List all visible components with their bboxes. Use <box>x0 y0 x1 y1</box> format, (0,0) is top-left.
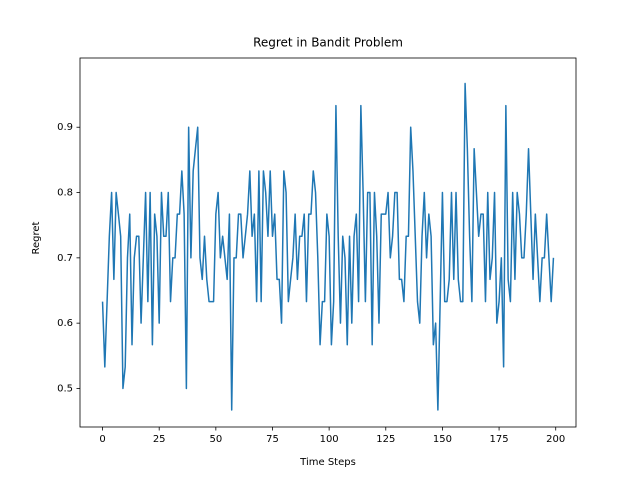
y-tick-label: 0.5 <box>57 383 73 394</box>
x-tick-label: 0 <box>99 434 105 445</box>
y-tick-label: 0.8 <box>57 188 73 199</box>
x-tick-label: 175 <box>490 434 509 445</box>
y-axis-label: Regret <box>31 221 42 254</box>
plot-frame <box>79 57 577 428</box>
data-line <box>101 82 555 411</box>
chart-title: Regret in Bandit Problem <box>253 36 403 50</box>
x-tick-label: 50 <box>209 434 222 445</box>
y-tick-label: 0.7 <box>57 253 73 264</box>
y-tick-label: 0.9 <box>57 122 73 133</box>
x-axis-label: Time Steps <box>299 457 356 468</box>
y-tick-label: 0.6 <box>57 318 73 329</box>
x-tick-label: 100 <box>320 434 339 445</box>
x-tick-label: 150 <box>433 434 452 445</box>
x-tick-label: 75 <box>266 434 279 445</box>
x-tick-label: 25 <box>153 434 166 445</box>
x-tick-label: 200 <box>546 434 565 445</box>
x-tick-label: 125 <box>376 434 395 445</box>
